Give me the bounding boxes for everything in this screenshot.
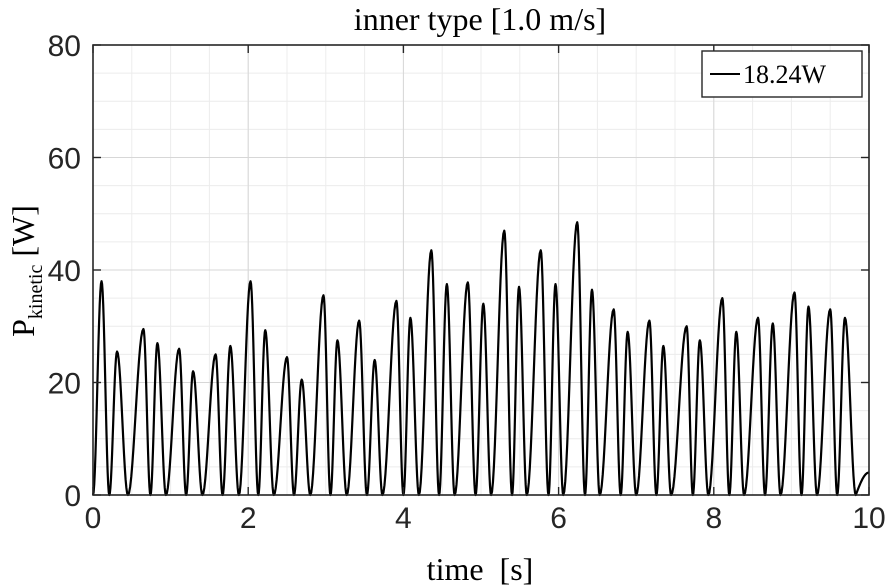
x-tick-label: 2 — [240, 502, 257, 535]
legend-label: 18.24W — [743, 60, 827, 89]
x-axis-label: time [s] — [427, 551, 534, 587]
chart-title: inner type [1.0 m/s] — [354, 1, 606, 37]
y-axis-label-main: P — [5, 319, 41, 337]
tick-labels: 0 2 4 6 8 10 0 20 40 60 80 — [48, 30, 886, 535]
y-tick-label: 60 — [48, 143, 81, 176]
x-tick-label: 10 — [852, 502, 885, 535]
y-tick-label: 0 — [64, 480, 81, 513]
y-axis-label-unit: [W] — [5, 205, 41, 257]
y-axis-label: Pkinetic [W] — [5, 205, 47, 337]
y-tick-label: 80 — [48, 30, 81, 63]
series-line-18-24w — [91, 221, 870, 497]
y-tick-label: 20 — [48, 368, 81, 401]
y-tick-label: 40 — [48, 255, 81, 288]
legend: 18.24W — [701, 50, 863, 98]
x-tick-label: 6 — [550, 502, 567, 535]
x-tick-label: 4 — [395, 502, 412, 535]
x-tick-label: 0 — [85, 502, 102, 535]
x-tick-label: 8 — [705, 502, 722, 535]
y-axis-label-sub: kinetic — [25, 265, 47, 320]
